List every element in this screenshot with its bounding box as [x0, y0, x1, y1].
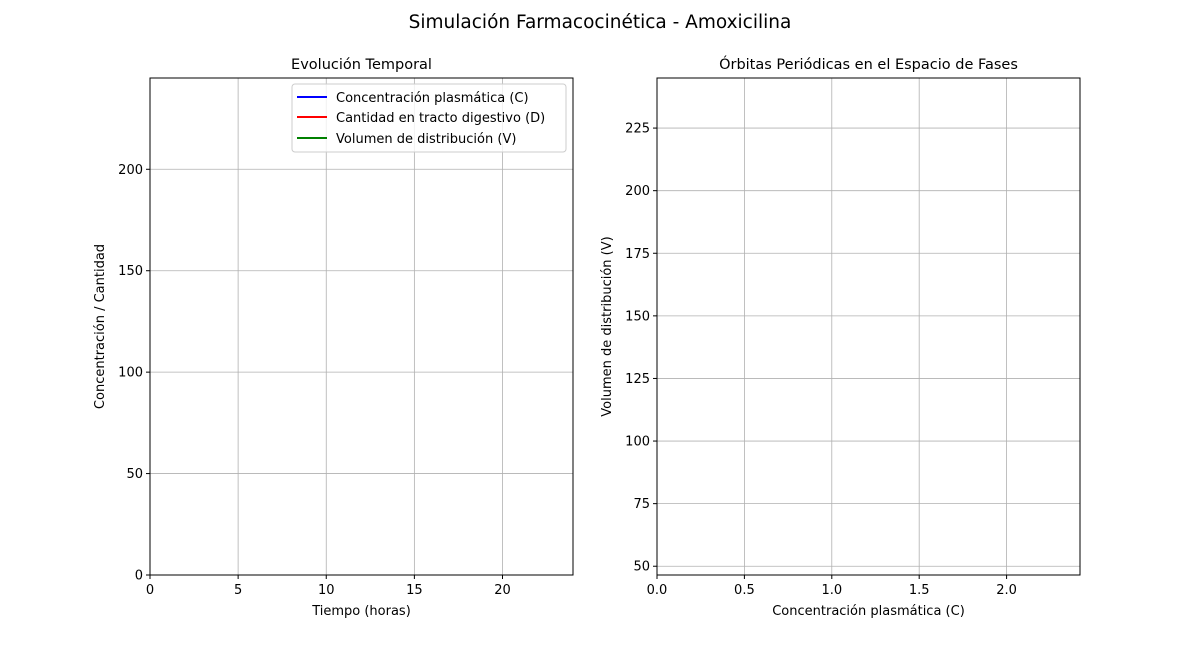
legend-label-concentration: Concentración plasmática (C)	[336, 91, 529, 106]
phase-space-title: Órbitas Periódicas en el Espacio de Fase…	[719, 55, 1018, 73]
legend-label-distribution-volume: Volumen de distribución (V)	[336, 132, 516, 147]
time-evolution-x-tick-label: 0	[146, 583, 154, 598]
time-evolution-x-ticks: 0 5 10 15 20	[146, 575, 511, 598]
phase-space-x-tick-label: 1.0	[821, 583, 842, 598]
phase-space-y-axis-label: Volumen de distribución (V)	[600, 236, 615, 416]
time-evolution-x-tick-label: 10	[318, 583, 335, 598]
time-evolution-y-axis-label: Concentración / Cantidad	[93, 244, 108, 409]
phase-space-chart: 0.0 0.5 1.0 1.5 2.0 50 75 100 125 150 175 200 225 Ó…	[600, 55, 1081, 619]
time-evolution-y-tick-label: 150	[118, 264, 143, 279]
time-evolution-plot-frame	[149, 77, 574, 576]
phase-space-y-tick-label: 75	[633, 497, 650, 512]
time-evolution-y-tick-label: 100	[118, 366, 143, 381]
phase-space-grid	[656, 78, 1080, 575]
phase-space-y-ticks: 50 75 100 125 150 175 200 225	[625, 122, 657, 575]
time-evolution-y-tick-label: 200	[118, 163, 143, 178]
legend-label-digestive-amount: Cantidad en tracto digestivo (D)	[336, 111, 545, 126]
time-evolution-y-ticks: 0 50 100 150 200	[118, 163, 150, 584]
legend-box	[291, 83, 567, 153]
time-evolution-y-tick-label: 50	[126, 467, 143, 482]
phase-space-x-tick-label: 0.5	[734, 583, 755, 598]
time-evolution-legend: Concentración plasmática (C) Cantidad en…	[291, 83, 567, 153]
time-evolution-title: Evolución Temporal	[291, 57, 432, 73]
time-evolution-chart: 0 5 10 15 20 0 50 100 150 200 Evolución Temporal…	[93, 57, 574, 619]
phase-space-y-tick-label: 150	[625, 309, 650, 324]
phase-space-x-tick-label: 1.5	[909, 583, 930, 598]
phase-space-y-tick-label: 100	[625, 435, 650, 450]
phase-space-x-tick-label: 2.0	[996, 583, 1017, 598]
phase-space-y-tick-label: 225	[625, 122, 650, 137]
phase-space-x-axis-label: Concentración plasmática (C)	[772, 604, 965, 619]
time-evolution-y-tick-label: 0	[135, 569, 143, 584]
phase-space-y-tick-label: 200	[625, 184, 650, 199]
time-evolution-x-tick-label: 15	[406, 583, 423, 598]
time-evolution-grid	[149, 78, 573, 576]
time-evolution-x-tick-label: 5	[234, 583, 242, 598]
phase-space-y-tick-label: 175	[625, 247, 650, 262]
time-evolution-x-tick-label: 20	[494, 583, 511, 598]
phase-space-y-tick-label: 125	[625, 372, 650, 387]
phase-space-x-tick-label: 0.0	[647, 583, 668, 598]
phase-space-plot-frame	[656, 77, 1081, 576]
phase-space-x-ticks: 0.0 0.5 1.0 1.5 2.0	[647, 575, 1017, 598]
time-evolution-x-axis-label: Tiempo (horas)	[311, 604, 411, 619]
phase-space-y-tick-label: 50	[633, 560, 650, 575]
figure-suptitle: Simulación Farmacocinética - Amoxicilina	[409, 12, 792, 33]
